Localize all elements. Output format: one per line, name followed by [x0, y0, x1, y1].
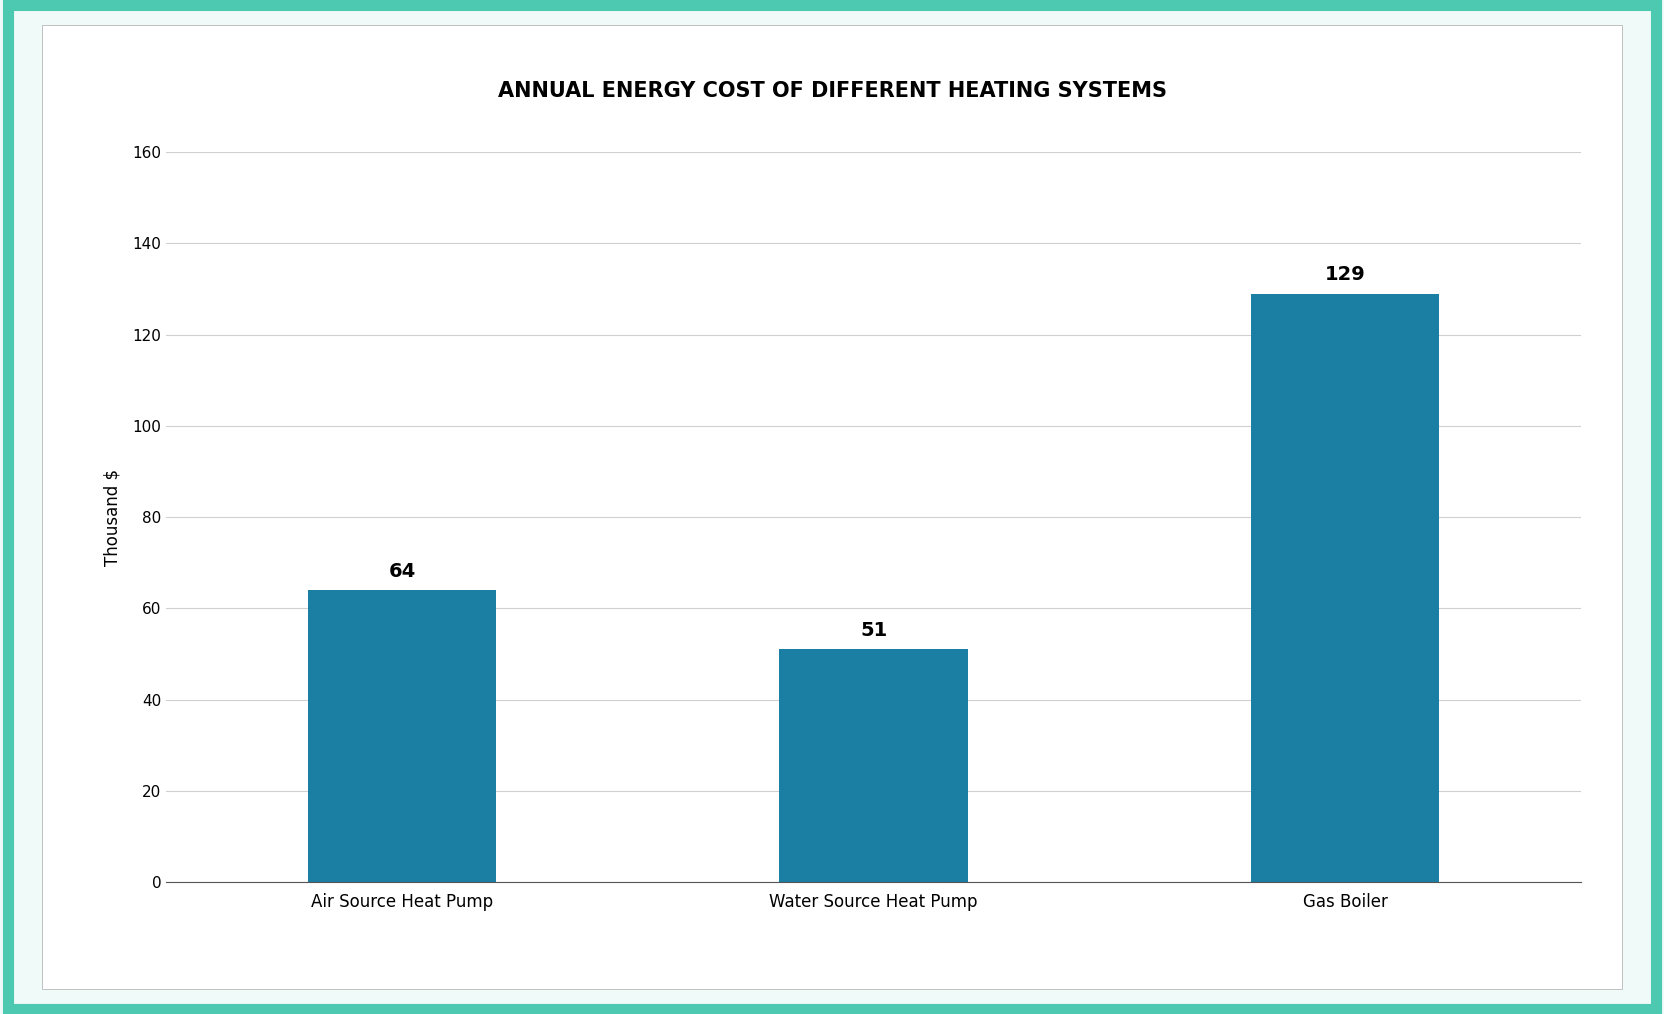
- Text: ANNUAL ENERGY COST OF DIFFERENT HEATING SYSTEMS: ANNUAL ENERGY COST OF DIFFERENT HEATING …: [498, 81, 1166, 101]
- Text: 51: 51: [860, 622, 887, 641]
- Bar: [308, 590, 496, 882]
- Bar: [779, 649, 968, 882]
- Text: 129: 129: [1325, 266, 1366, 285]
- Bar: [1251, 294, 1439, 882]
- Y-axis label: Thousand $: Thousand $: [103, 468, 121, 566]
- Legend: Space Heating Energy Cost: Space Heating Energy Cost: [737, 1000, 1010, 1014]
- Text: 64: 64: [388, 562, 416, 581]
